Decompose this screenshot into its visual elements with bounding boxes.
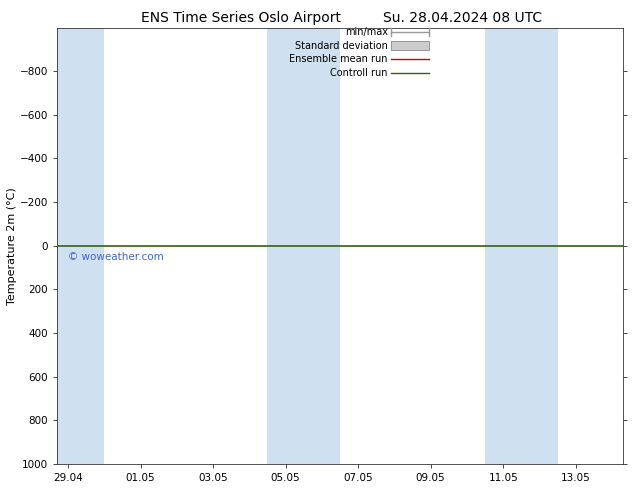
Text: Standard deviation: Standard deviation — [295, 41, 388, 50]
Bar — [485, 27, 521, 464]
Text: ENS Time Series Oslo Airport: ENS Time Series Oslo Airport — [141, 11, 341, 25]
Bar — [268, 27, 304, 464]
Text: Ensemble mean run: Ensemble mean run — [289, 54, 388, 64]
Text: Su. 28.04.2024 08 UTC: Su. 28.04.2024 08 UTC — [384, 11, 542, 25]
Bar — [521, 27, 558, 464]
Bar — [304, 27, 340, 464]
Bar — [57, 27, 104, 464]
Text: min/max: min/max — [345, 27, 388, 37]
Text: Controll run: Controll run — [330, 68, 388, 78]
Text: © woweather.com: © woweather.com — [68, 252, 164, 262]
Y-axis label: Temperature 2m (°C): Temperature 2m (°C) — [7, 187, 17, 305]
